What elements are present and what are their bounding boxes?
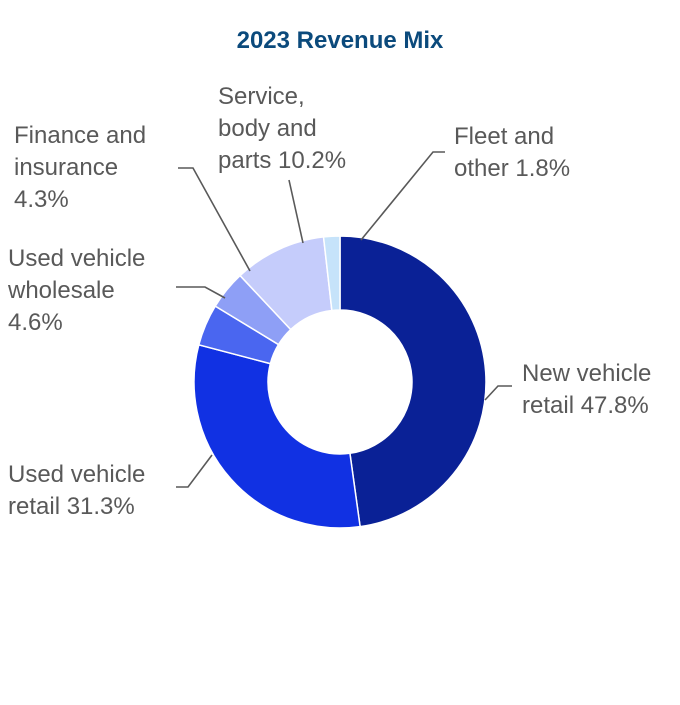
slices — [193, 235, 487, 529]
slice-label-0: New vehicle retail 47.8% — [522, 360, 651, 419]
slice-label-line: Finance and — [14, 122, 146, 149]
slice-label-line: New vehicle — [522, 360, 651, 387]
chart-title: 2023 Revenue Mix — [237, 27, 444, 54]
slice-label-line: Used vehicle — [8, 461, 145, 488]
slice-label-line: insurance — [14, 154, 118, 181]
slice-label-line: body and — [218, 115, 317, 142]
slice-label-2: Used vehicle wholesale 4.6% — [7, 245, 145, 336]
donut-slice-0 — [339, 235, 487, 528]
donut-slice-1 — [193, 343, 361, 529]
donut-slice-5 — [322, 235, 341, 312]
slice-label-line: wholesale — [7, 277, 115, 304]
slice-label-line: 4.6% — [8, 309, 63, 336]
slice-labels: New vehicle retail 47.8% Used vehicle retai… — [7, 83, 651, 520]
leader-line-5 — [360, 151, 445, 241]
slice-label-3: Finance and insurance 4.3% — [14, 122, 146, 213]
leader-line-2 — [176, 286, 226, 299]
leader-lines — [176, 151, 512, 488]
leader-line-1 — [176, 454, 213, 488]
leader-line-3 — [178, 167, 251, 272]
slice-label-1: Used vehicle retail 31.3% — [8, 461, 145, 520]
slice-label-line: 4.3% — [14, 186, 69, 213]
slice-label-line: Service, — [218, 83, 305, 110]
slice-label-line: retail 47.8% — [522, 392, 649, 419]
slice-label-line: Fleet and — [454, 123, 554, 150]
slice-label-5: Fleet and other 1.8% — [454, 123, 570, 182]
slice-label-4: Service, body and parts 10.2% — [218, 83, 346, 174]
slice-label-line: parts 10.2% — [218, 147, 346, 174]
leader-line-0 — [484, 385, 512, 401]
leader-line-4 — [288, 179, 304, 244]
slice-label-line: retail 31.3% — [8, 493, 135, 520]
slice-label-line: other 1.8% — [454, 155, 570, 182]
slice-label-line: Used vehicle — [8, 245, 145, 272]
